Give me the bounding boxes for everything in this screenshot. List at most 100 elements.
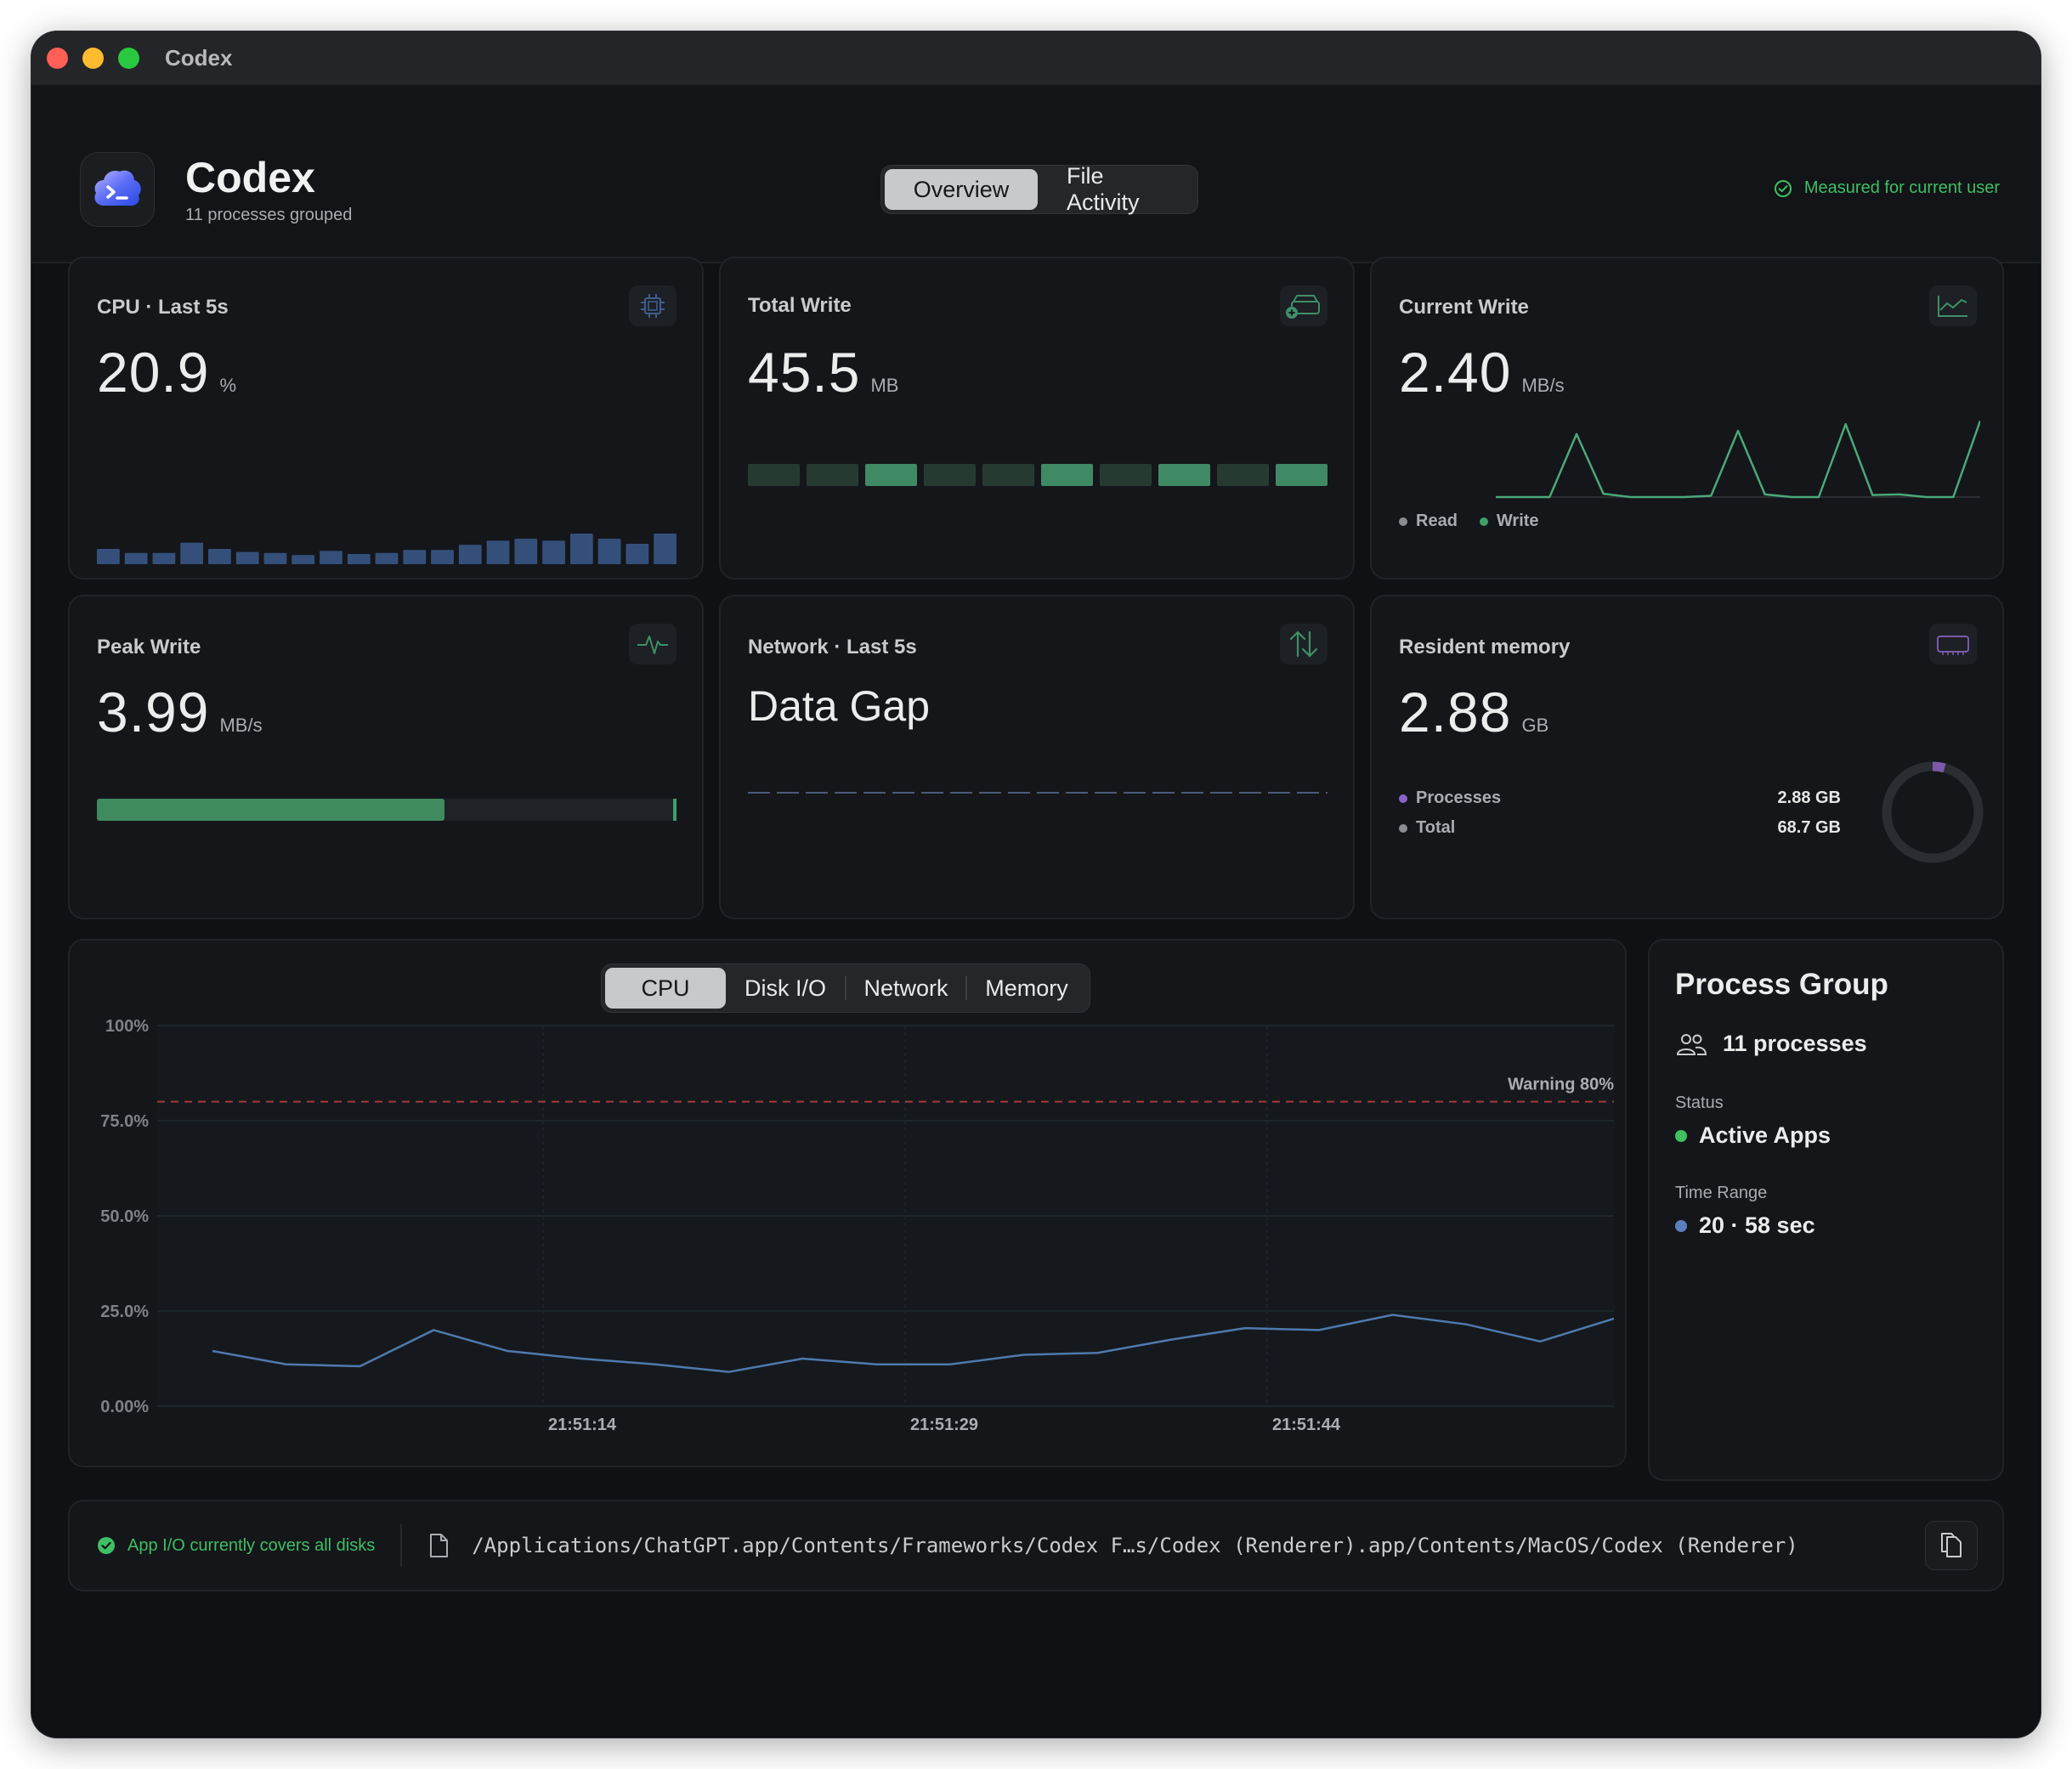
write-block: [1217, 464, 1269, 486]
cpu-bar: [597, 539, 621, 564]
executable-path: /Applications/ChatGPT.app/Contents/Frame…: [472, 1534, 1798, 1557]
peak-write-value-group: 3.99 MB/s: [97, 680, 263, 744]
y-tick-label: 100%: [105, 1017, 149, 1036]
measured-indicator: Measured for current user: [1774, 178, 2000, 198]
close-button[interactable]: [47, 48, 68, 69]
total-dot: [1399, 823, 1407, 833]
processes-value: 2.88 GB: [1777, 788, 1841, 807]
legend-write-dot: [1479, 517, 1488, 526]
network-gap-line: [748, 792, 1328, 794]
total-write-card: Total Write 45.5 MB: [721, 258, 1353, 578]
chart-tab-separator: [845, 976, 846, 1000]
x-tick-label: 21:51:14: [548, 1416, 617, 1434]
io-coverage-status: App I/O currently covers all disks: [97, 1536, 375, 1556]
write-block: [807, 464, 858, 486]
time-range-row: 20 · 58 sec: [1675, 1212, 1815, 1239]
chart-tab-memory[interactable]: Memory: [985, 975, 1068, 1001]
footer-divider: [400, 1524, 403, 1567]
cpu-bar: [458, 545, 482, 564]
minimize-button[interactable]: [82, 48, 104, 69]
processes-label: Processes: [1416, 788, 1502, 807]
time-range-label: Time Range: [1675, 1184, 1768, 1202]
cpu-bar: [375, 552, 399, 564]
check-circle-filled-icon: [98, 1537, 115, 1554]
write-block: [1158, 464, 1210, 486]
cpu-bar: [124, 552, 148, 564]
total-write-unit: MB: [870, 375, 899, 396]
current-write-card: Current Write 2.40 MB/s Read Write: [1372, 258, 2002, 578]
cpu-bar: [97, 549, 120, 564]
process-count: 11 processes: [1675, 1031, 1867, 1057]
total-write-value: 45.5: [748, 341, 861, 404]
write-block: [1041, 464, 1093, 486]
cpu-bar: [403, 550, 427, 564]
app-window: Codex Codex 11 processes grouped Overvie…: [31, 31, 2041, 1738]
cpu-line-chart: 100% 75.0% 50.0% 25.0% 0.00% 21:51:14 21:51:29…: [100, 1017, 1615, 1434]
up-down-arrows-icon: [1280, 624, 1328, 664]
chart-tab-disk-io[interactable]: Disk I/O: [744, 975, 826, 1001]
memory-card: Resident memory 2.88 GB Processes 2: [1372, 596, 2002, 918]
memory-module-icon: [1929, 624, 1977, 664]
chart-tab-network[interactable]: Network: [863, 975, 948, 1001]
memory-value-group: 2.88 GB: [1399, 680, 1548, 744]
current-write-legend: Read Write: [1399, 511, 1539, 531]
total-write-blocks: [748, 464, 1328, 486]
cpu-unit: %: [219, 375, 237, 396]
app-subtitle: 11 processes grouped: [185, 206, 353, 224]
title-bar: Codex: [31, 31, 2041, 85]
cpu-bar: [292, 555, 315, 564]
cpu-value: 20.9: [97, 341, 210, 404]
peak-write-progress-track: [97, 799, 677, 821]
peak-write-value: 3.99: [97, 681, 210, 743]
app-name: Codex: [185, 154, 315, 201]
memory-donut: [1882, 761, 1984, 863]
total-label: Total: [1416, 818, 1456, 837]
cpu-card-label: CPU · Last 5s: [97, 296, 229, 319]
time-range-value: 20 · 58 sec: [1699, 1212, 1815, 1238]
cpu-chip-icon: [629, 285, 677, 326]
check-circle-icon: [1774, 179, 1792, 197]
network-label: Network · Last 5s: [748, 636, 917, 658]
x-tick-label: 21:51:44: [1272, 1416, 1341, 1434]
status-dot: [1675, 1129, 1687, 1142]
cpu-bar: [347, 554, 371, 564]
process-group-title: Process Group: [1675, 968, 1888, 1001]
write-block: [748, 464, 800, 486]
legend-write-label: Write: [1496, 511, 1539, 530]
y-tick-label: 75.0%: [100, 1112, 149, 1131]
write-block: [1276, 464, 1328, 486]
total-value: 68.7 GB: [1777, 818, 1841, 837]
peak-write-card: Peak Write 3.99 MB/s: [70, 596, 702, 918]
view-tabs: Overview File Activity: [881, 163, 1197, 215]
tab-overview[interactable]: Overview: [885, 169, 1038, 210]
zoom-button[interactable]: [118, 48, 139, 69]
measured-label: Measured for current user: [1803, 178, 2000, 197]
current-write-label: Current Write: [1399, 296, 1529, 319]
copy-icon: [1941, 1533, 1962, 1557]
cpu-bar: [263, 552, 287, 564]
process-count-label: 11 processes: [1723, 1031, 1867, 1056]
write-series-line: [1496, 420, 1980, 499]
total-write-value-group: 45.5 MB: [748, 340, 898, 404]
chart-tabs: CPU Disk I/O Network Memory: [602, 964, 1090, 1012]
write-block: [982, 464, 1034, 486]
app-icon: [81, 153, 154, 226]
window-title: Codex: [165, 45, 233, 71]
copy-path-button[interactable]: [1926, 1522, 1977, 1569]
current-write-unit: MB/s: [1521, 375, 1565, 396]
cpu-series-line: [212, 1314, 1615, 1373]
peak-write-unit: MB/s: [219, 715, 263, 736]
network-data-gap: Data Gap: [748, 682, 931, 730]
cpu-bar: [626, 544, 649, 564]
current-write-value: 2.40: [1399, 341, 1512, 404]
legend-write: Write: [1479, 511, 1539, 531]
tab-file-activity[interactable]: File Activity: [1067, 163, 1140, 215]
chart-tab-cpu[interactable]: CPU: [605, 968, 726, 1009]
write-block: [865, 464, 917, 486]
pulse-icon: [629, 624, 677, 664]
status-label: Status: [1675, 1094, 1724, 1112]
y-tick-label: 50.0%: [100, 1207, 149, 1226]
process-group-panel: Process Group 11 processes Status Active…: [1650, 941, 2002, 1479]
peak-write-marker: [673, 799, 677, 821]
people-icon: [1676, 1033, 1707, 1055]
